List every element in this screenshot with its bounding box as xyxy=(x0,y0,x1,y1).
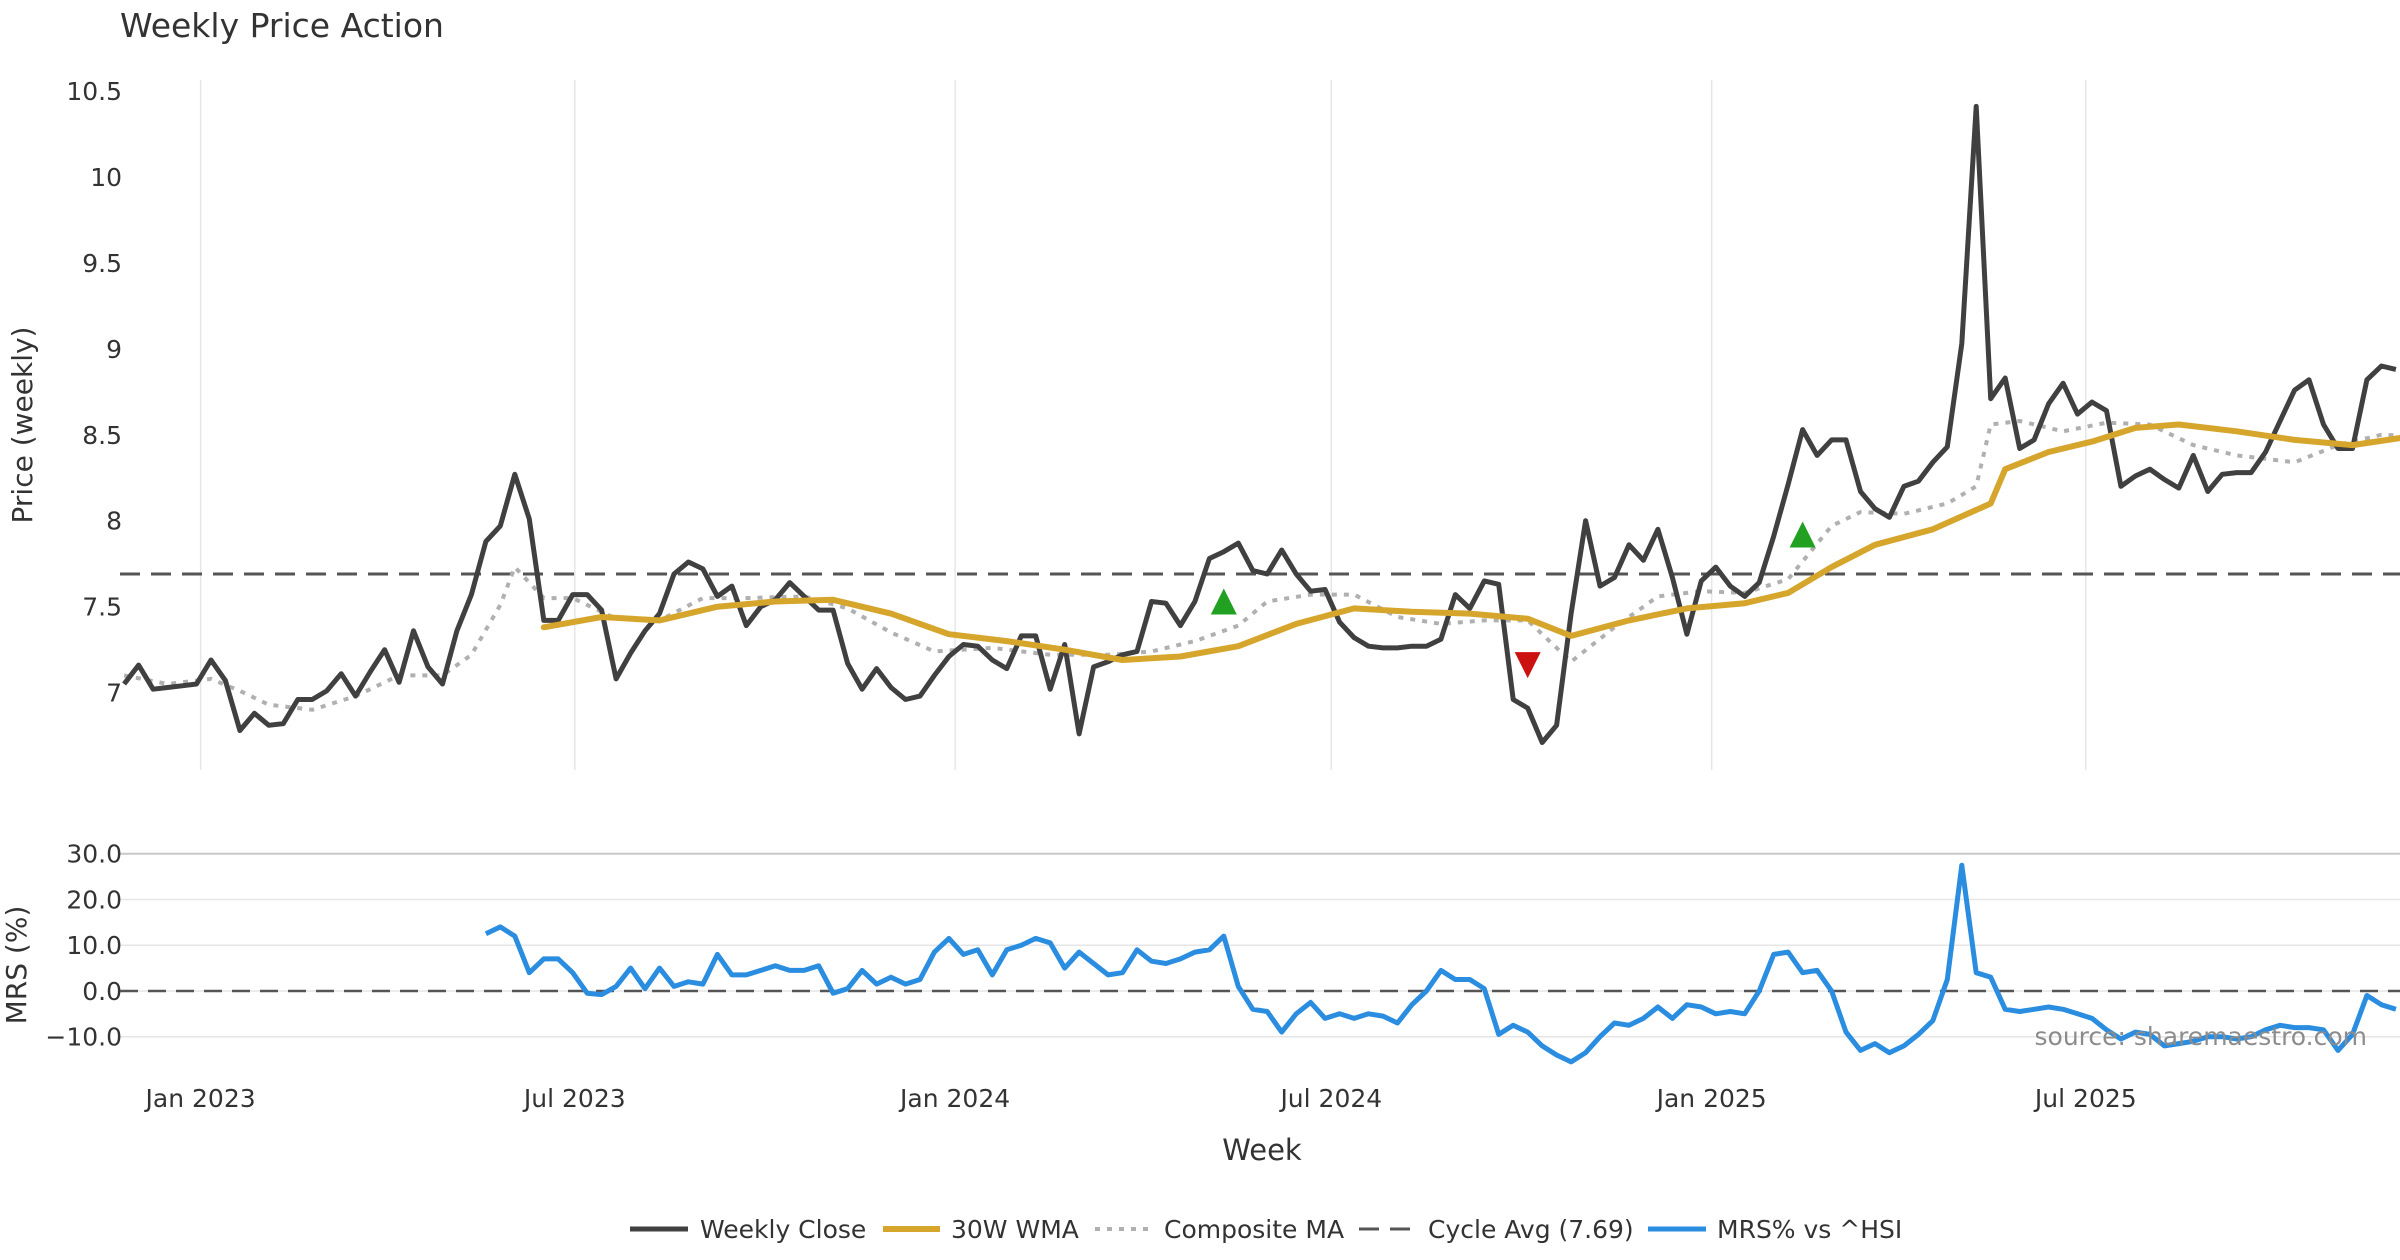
mrs-line xyxy=(484,862,2397,1065)
legend: Weekly Close 30W WMA Composite MA Cycle … xyxy=(630,1215,1902,1244)
price-y-tick-label: 7 xyxy=(106,679,122,708)
sell-signal-marker xyxy=(1514,652,1541,679)
x-tick-label: Jul 2024 xyxy=(1278,1084,1382,1113)
signal-markers xyxy=(1210,521,1816,679)
price-y-tick-label: 10.5 xyxy=(66,77,122,106)
x-axis-label: Week xyxy=(1222,1133,1302,1167)
mrs-y-tick-label: 20.0 xyxy=(66,885,122,914)
mrs-y-tick-label: 0.0 xyxy=(82,977,122,1006)
x-tick-label: Jan 2024 xyxy=(898,1084,1010,1113)
mrs-y-label: MRS (%) xyxy=(0,906,33,1025)
x-axis-ticks: Jan 2023 Jul 2023 Jan 2024 Jul 2024 Jan 2025… xyxy=(144,1084,2137,1113)
price-panel: 7 7.5 8 8.5 9 9.5 10 10.5 Price (weekly) xyxy=(6,77,2400,770)
x-tick-label: Jan 2023 xyxy=(144,1084,256,1113)
chart-title: Weekly Price Action xyxy=(120,6,444,45)
price-y-ticks: 7 7.5 8 8.5 9 9.5 10 10.5 xyxy=(66,77,122,708)
composite-ma-line xyxy=(123,419,2400,712)
legend-item-weekly-close: Weekly Close xyxy=(630,1215,866,1244)
legend-label: Weekly Close xyxy=(700,1215,866,1244)
wma-30w-line xyxy=(540,421,2400,663)
price-y-tick-label: 8 xyxy=(106,507,122,536)
price-y-tick-label: 7.5 xyxy=(82,593,122,622)
legend-item-composite-ma: Composite MA xyxy=(1095,1215,1344,1244)
source-text: source: sharemaestro.com xyxy=(2035,1022,2368,1051)
mrs-panel: −10.0 0.0 10.0 20.0 30.0 source: sharemaestr… xyxy=(0,840,2400,1065)
mrs-y-tick-label: 10.0 xyxy=(66,931,122,960)
price-y-tick-label: 8.5 xyxy=(82,421,122,450)
legend-label: Cycle Avg (7.69) xyxy=(1428,1215,1634,1244)
legend-item-30w-wma: 30W WMA xyxy=(883,1215,1079,1244)
weekly-close-line xyxy=(122,103,2397,745)
price-y-label: Price (weekly) xyxy=(6,327,39,524)
legend-label: MRS% vs ^HSI xyxy=(1717,1215,1902,1244)
buy-signal-marker xyxy=(1789,521,1816,548)
price-grid xyxy=(199,80,2087,770)
buy-signal-marker xyxy=(1210,588,1237,615)
legend-item-cycle-avg: Cycle Avg (7.69) xyxy=(1359,1215,1634,1244)
legend-item-mrs: MRS% vs ^HSI xyxy=(1648,1215,1902,1244)
mrs-y-tick-label: 30.0 xyxy=(66,840,122,869)
mrs-y-tick-label: −10.0 xyxy=(45,1023,122,1052)
x-tick-label: Jul 2023 xyxy=(522,1084,626,1113)
price-y-tick-label: 9 xyxy=(106,335,122,364)
x-tick-label: Jan 2025 xyxy=(1655,1084,1767,1113)
price-y-tick-label: 10 xyxy=(90,163,122,192)
price-y-tick-label: 9.5 xyxy=(82,249,122,278)
legend-label: 30W WMA xyxy=(951,1215,1079,1244)
legend-label: Composite MA xyxy=(1164,1215,1344,1244)
x-tick-label: Jul 2025 xyxy=(2033,1084,2137,1113)
mrs-y-ticks: −10.0 0.0 10.0 20.0 30.0 xyxy=(45,840,122,1052)
